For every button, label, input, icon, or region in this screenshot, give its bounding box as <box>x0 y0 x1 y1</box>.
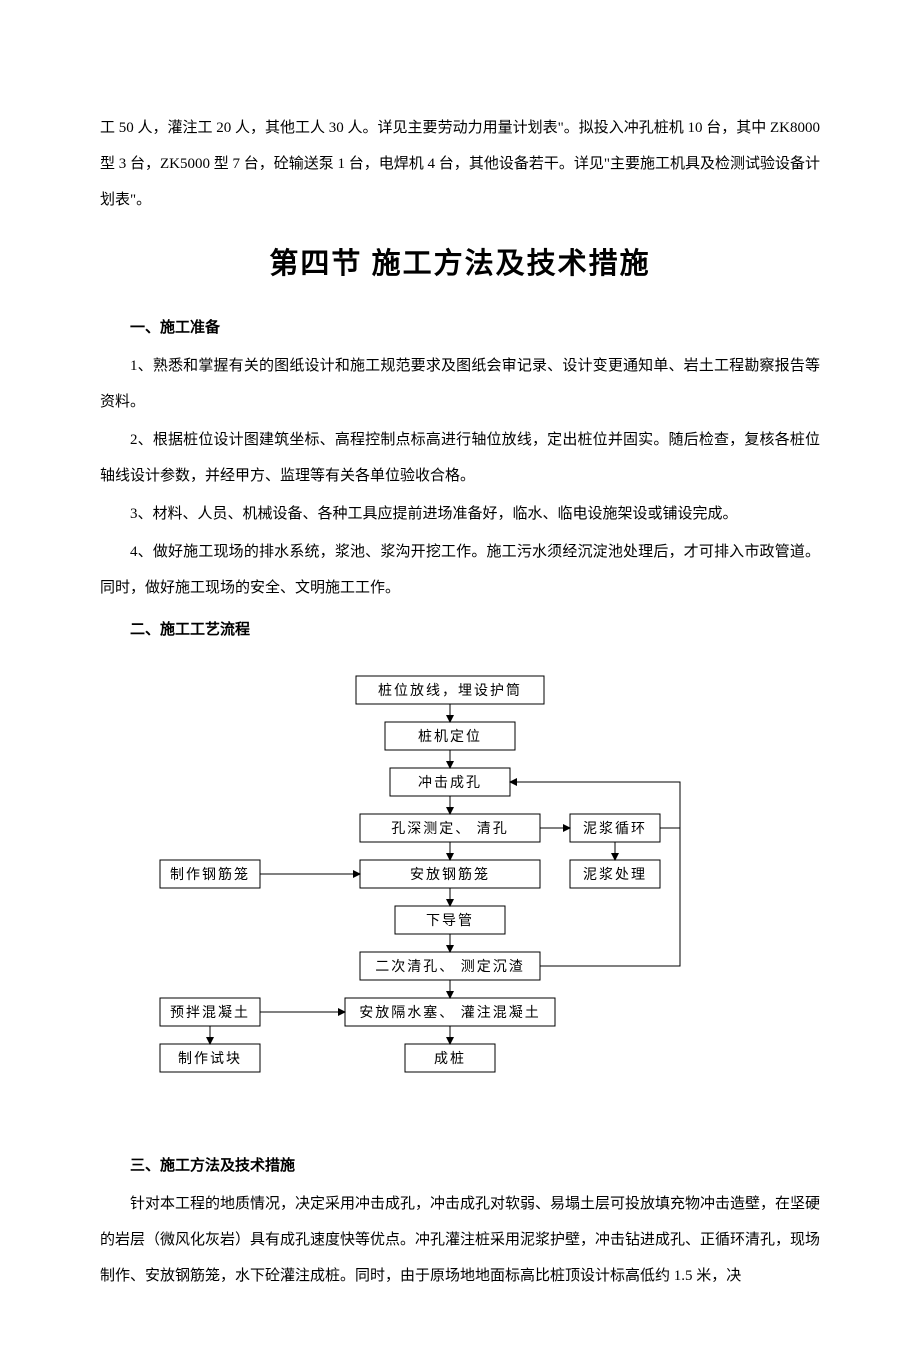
section-4-title: 第四节 施工方法及技术措施 <box>100 230 820 300</box>
para-1-3: 3、材料、人员、机械设备、各种工具应提前进场准备好，临水、临电设施架设或铺设完成… <box>100 496 820 532</box>
para-1-4: 4、做好施工现场的排水系统，浆池、浆沟开挖工作。施工污水须经沉淀池处理后，才可排… <box>100 534 820 606</box>
svg-text:泥浆循环: 泥浆循环 <box>583 821 647 837</box>
svg-text:桩位放线，埋设护筒: 桩位放线，埋设护筒 <box>378 682 522 699</box>
svg-text:成桩: 成桩 <box>434 1050 466 1067</box>
para-1-1: 1、熟悉和掌握有关的图纸设计和施工规范要求及图纸会审记录、设计变更通知单、岩土工… <box>100 348 820 420</box>
flowchart-svg: 桩位放线，埋设护筒桩机定位冲击成孔孔深测定、 清孔安放钢筋笼下导管二次清孔、 测… <box>100 666 820 1106</box>
svg-text:桩机定位: 桩机定位 <box>418 728 482 745</box>
para-3-1: 针对本工程的地质情况，决定采用冲击成孔，冲击成孔对软弱、易塌土层可投放填充物冲击… <box>100 1186 820 1294</box>
heading-3: 三、施工方法及技术措施 <box>100 1148 820 1184</box>
svg-text:二次清孔、 测定沉渣: 二次清孔、 测定沉渣 <box>375 959 525 975</box>
heading-2: 二、施工工艺流程 <box>100 612 820 648</box>
svg-text:预拌混凝土: 预拌混凝土 <box>170 1005 250 1021</box>
intro-paragraph: 工 50 人，灌注工 20 人，其他工人 30 人。详见主要劳动力用量计划表"。… <box>100 110 820 218</box>
svg-text:制作钢筋笼: 制作钢筋笼 <box>170 866 250 883</box>
svg-text:孔深测定、 清孔: 孔深测定、 清孔 <box>391 821 509 837</box>
svg-text:下导管: 下导管 <box>426 913 474 929</box>
svg-text:冲击成孔: 冲击成孔 <box>418 775 482 791</box>
heading-1: 一、施工准备 <box>100 310 820 346</box>
svg-text:制作试块: 制作试块 <box>178 1051 242 1067</box>
svg-text:安放钢筋笼: 安放钢筋笼 <box>410 866 490 883</box>
svg-text:泥浆处理: 泥浆处理 <box>583 867 647 883</box>
para-1-2: 2、根据桩位设计图建筑坐标、高程控制点标高进行轴位放线，定出桩位并固实。随后检查… <box>100 422 820 494</box>
process-flowchart: 桩位放线，埋设护筒桩机定位冲击成孔孔深测定、 清孔安放钢筋笼下导管二次清孔、 测… <box>100 666 820 1120</box>
svg-text:安放隔水塞、 灌注混凝土: 安放隔水塞、 灌注混凝土 <box>359 1004 541 1021</box>
